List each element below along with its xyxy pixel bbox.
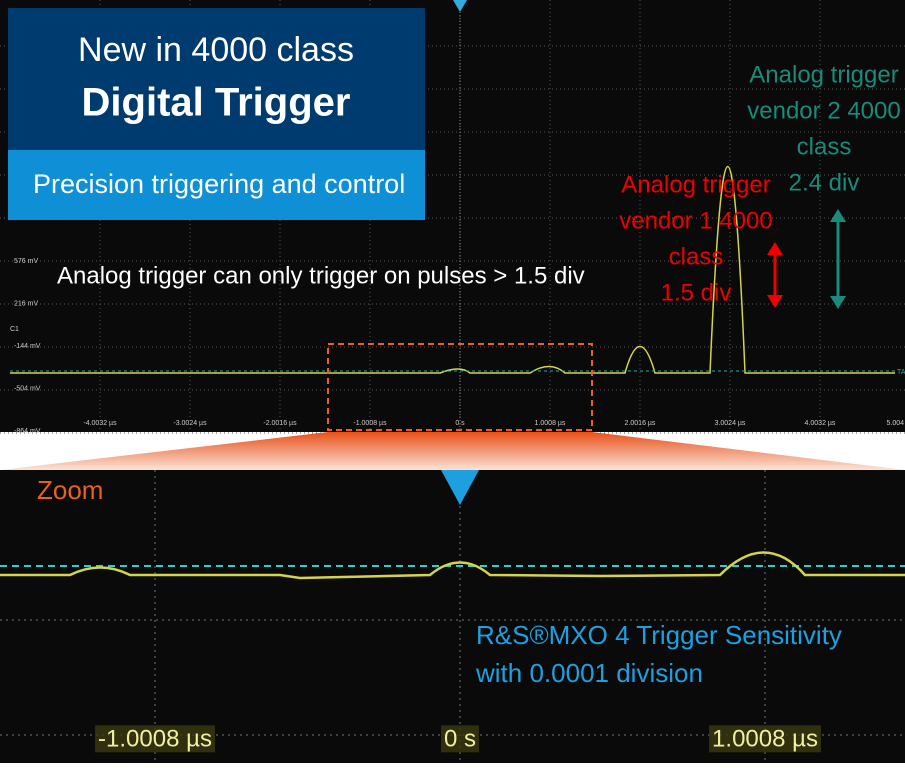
banner-top: [8, 8, 425, 150]
x-tick-label: -3.0024 µs: [173, 420, 207, 427]
zoom-x-label: -1.0008 µs: [98, 725, 212, 752]
x-tick-label: 5.004 µs: [887, 420, 905, 427]
x-tick-label: 0 s: [455, 420, 465, 427]
x-tick-label: 2.0016 µs: [625, 420, 656, 427]
x-tick-label: -4.0032 µs: [83, 420, 117, 427]
overview-note: Analog trigger can only trigger on pulse…: [57, 262, 585, 289]
sensitivity-line: with 0.0001 division: [475, 658, 703, 688]
vendor1-label: Analog trigger: [621, 171, 770, 198]
zoom-funnel: [0, 432, 905, 470]
zoom-x-label: 0 s: [444, 725, 476, 752]
zoom-title: Zoom: [37, 475, 103, 505]
y-tick-label: -504 mV: [14, 385, 41, 392]
channel-marker: C1: [10, 326, 19, 333]
x-tick-label: -1.0008 µs: [353, 420, 387, 427]
vendor2-label: class: [797, 133, 852, 160]
vendor2-label: 2.4 div: [789, 169, 860, 196]
y-tick-label: 216 mV: [14, 300, 38, 307]
zoom-screen: [0, 470, 905, 763]
x-tick-label: 4.0032 µs: [805, 420, 836, 427]
y-tick-label: -864 mV: [14, 428, 41, 435]
y-tick-label: -144 mV: [14, 343, 41, 350]
x-tick-label: -2.0016 µs: [263, 420, 297, 427]
vendor2-label: vendor 2 4000: [747, 97, 900, 124]
vendor1-label: 1.5 div: [661, 279, 732, 306]
sensitivity-line: R&S®MXO 4 Trigger Sensitivity: [476, 620, 842, 650]
trigger-marker: TA: [897, 369, 905, 376]
x-tick-label: 1.0008 µs: [535, 420, 566, 427]
vendor2-label: Analog trigger: [749, 61, 898, 88]
y-tick-label: 576 mV: [14, 258, 38, 265]
banner-line1: New in 4000 class: [78, 31, 354, 69]
x-tick-label: 3.0024 µs: [715, 420, 746, 427]
banner-line2: Digital Trigger: [82, 81, 351, 125]
zoom-x-label: 1.0008 µs: [712, 725, 818, 752]
vendor1-label: class: [669, 243, 724, 270]
vendor1-label: vendor 1 4000: [619, 207, 772, 234]
banner-subtitle: Precision triggering and control: [33, 169, 405, 199]
